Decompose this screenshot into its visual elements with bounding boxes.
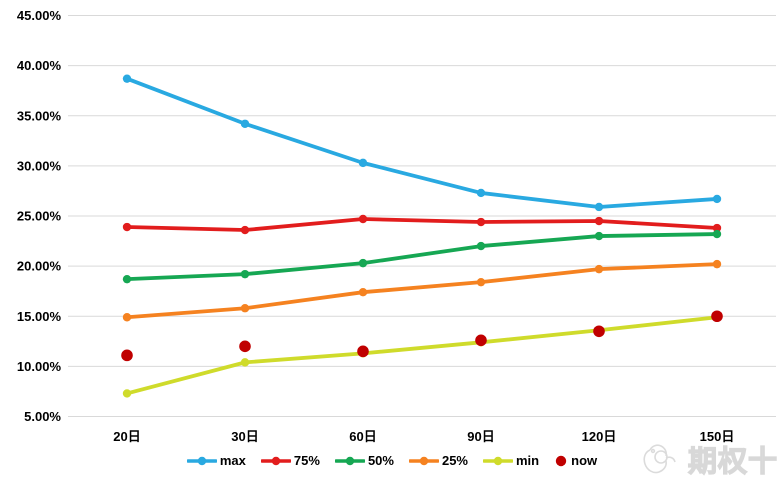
point-50%-90日 (476, 241, 486, 251)
point-max-90日 (476, 188, 486, 198)
point-25%-150日 (712, 259, 722, 269)
point-max-20日 (122, 74, 132, 83)
point-75%-90日 (476, 217, 486, 227)
series-line-75% (125, 217, 719, 232)
y-tick-label: 35.00% (17, 108, 62, 123)
legend-label-min: min (516, 453, 540, 468)
point-min-30日 (240, 358, 250, 367)
legend-label-50%: 50% (367, 453, 394, 468)
legend-item-75%: 75% (260, 453, 320, 468)
y-tick-label: 30.00% (17, 158, 62, 173)
legend-marker-max (186, 456, 217, 465)
point-min-20日 (122, 389, 132, 398)
x-tick-label: 150日 (700, 429, 735, 444)
legend-item-50%: 50% (334, 453, 394, 468)
legend-item-now: now (554, 454, 597, 467)
legend-label-25%: 25% (441, 453, 468, 468)
x-tick-label: 60日 (349, 429, 376, 444)
y-tick-label: 20.00% (17, 259, 62, 274)
point-max-30日 (240, 119, 250, 128)
x-tick-label: 30日 (231, 429, 258, 444)
legend-marker-75% (260, 456, 291, 465)
y-tick-label: 15.00% (17, 309, 62, 324)
point-75%-150日 (712, 223, 722, 233)
y-tick-label: 10.00% (17, 359, 62, 374)
point-50%-60日 (358, 258, 368, 268)
point-now-150日 (711, 310, 723, 323)
legend-item-max: max (186, 453, 246, 468)
point-max-120日 (594, 202, 604, 212)
legend-marker-min (483, 456, 513, 465)
point-25%-60日 (358, 287, 368, 297)
legend-label-max: max (219, 453, 246, 468)
x-tick-label: 20日 (113, 429, 140, 444)
point-50%-120日 (594, 231, 604, 241)
legend-marker-25% (408, 456, 439, 465)
point-75%-60日 (358, 214, 368, 224)
plot-area: 45.00% 40.00% 35.00% 30.00% 25.00% 20.00% 15.0… (17, 8, 776, 444)
chart-legend: max 75% 50% 25% min now (0, 454, 784, 467)
legend-label-now: now (571, 453, 598, 468)
legend-marker-now (555, 455, 567, 466)
point-now-30日 (239, 340, 251, 353)
point-75%-20日 (122, 222, 132, 232)
series-line-max (125, 76, 719, 209)
y-tick-label: 25.00% (17, 209, 62, 224)
legend-label-75%: 75% (293, 453, 320, 468)
legend-item-25%: 25% (408, 453, 468, 468)
point-25%-20日 (122, 313, 132, 322)
y-tick-label: 45.00% (17, 8, 62, 23)
x-tick-label: 120日 (582, 429, 617, 444)
point-50%-30日 (240, 269, 250, 279)
point-25%-30日 (240, 304, 250, 313)
point-max-150日 (712, 194, 722, 204)
point-now-120日 (593, 325, 605, 338)
x-tick-label: 90日 (467, 429, 494, 444)
point-25%-120日 (594, 264, 604, 274)
y-tick-label: 5.00% (24, 409, 61, 424)
point-now-20日 (121, 349, 133, 362)
series-line-min (125, 315, 719, 396)
point-25%-90日 (476, 277, 486, 287)
point-75%-120日 (594, 216, 604, 226)
legend-item-min: min (483, 454, 539, 467)
series-line-25% (125, 262, 719, 320)
legend-marker-50% (334, 456, 365, 465)
point-now-60日 (357, 345, 369, 358)
series-line-50% (125, 232, 719, 282)
point-75%-30日 (240, 225, 250, 235)
point-now-90日 (475, 334, 487, 347)
point-50%-150日 (712, 229, 722, 239)
point-max-60日 (358, 158, 368, 168)
point-50%-20日 (122, 274, 132, 284)
y-tick-label: 40.00% (17, 58, 62, 73)
